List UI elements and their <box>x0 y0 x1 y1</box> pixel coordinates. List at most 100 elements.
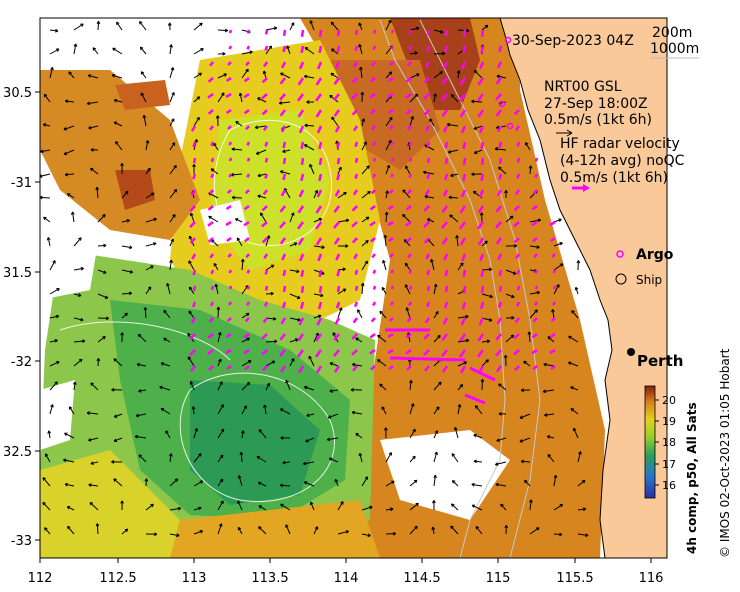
current-vector <box>473 69 483 79</box>
current-vector-head <box>414 51 418 55</box>
radar-vector <box>390 173 395 178</box>
current-vector-head <box>189 381 194 385</box>
current-vector-head <box>582 507 587 512</box>
current-vector-head <box>152 242 157 246</box>
radar-vector <box>423 333 430 340</box>
current-vector <box>313 315 322 319</box>
radar-vector <box>372 301 377 307</box>
radar-vector <box>190 189 197 196</box>
radar-vector <box>352 365 358 372</box>
current-vector-head <box>437 334 441 339</box>
current-vector-head <box>451 480 456 484</box>
current-vector <box>145 167 151 175</box>
current-vector <box>481 340 490 343</box>
radar-vector <box>263 61 269 68</box>
current-vector <box>144 307 147 319</box>
current-vector <box>47 237 51 247</box>
ship-legend-icon <box>615 273 627 285</box>
radar-vector <box>390 141 395 146</box>
current-vector-head <box>355 432 359 437</box>
current-vector-head <box>80 266 84 271</box>
current-vector <box>406 307 411 319</box>
radar-vector <box>264 269 269 275</box>
current-vector <box>265 340 278 343</box>
radar-vector <box>405 220 412 227</box>
radar-vector <box>336 157 341 165</box>
current-vector-head <box>231 195 236 200</box>
colorbar-tick: 20 <box>662 394 676 407</box>
current-vector <box>193 428 198 439</box>
radar-vector <box>279 221 286 229</box>
radar-vector <box>516 285 521 291</box>
current-vector <box>361 240 369 247</box>
radar-vector <box>369 109 376 115</box>
radar-vector <box>516 141 521 147</box>
radar-vector <box>208 317 214 323</box>
current-vector <box>473 460 483 463</box>
current-vector-head <box>105 316 110 321</box>
radar-vector <box>462 157 467 166</box>
radar-vector <box>444 157 449 165</box>
radar-vector <box>189 205 196 212</box>
current-vector <box>135 435 147 439</box>
current-vector-head <box>271 360 276 364</box>
radar-vector <box>336 29 341 37</box>
ship-legend-label: Ship <box>636 273 662 287</box>
current-vector-head <box>218 523 223 527</box>
current-vector <box>169 118 175 127</box>
current-vector <box>337 219 349 223</box>
nrt-scale: 0.5m/s (1kt 6h) <box>544 112 652 128</box>
current-vector-head <box>488 318 493 322</box>
radar-vector <box>352 125 359 132</box>
current-vector-head <box>50 404 54 408</box>
argo-markers <box>498 36 514 130</box>
radar-vector <box>423 77 430 84</box>
radar-vector <box>390 45 395 50</box>
isobath-label-1000: 1000m <box>650 41 699 57</box>
current-vector-head <box>388 71 393 75</box>
current-vector-head <box>450 94 455 98</box>
current-vector-head <box>455 235 459 239</box>
radar-vector <box>227 125 232 130</box>
current-vector <box>169 44 172 55</box>
radar-vector <box>460 189 467 198</box>
radar-vector <box>390 157 395 162</box>
radar-vector <box>279 365 287 373</box>
current-vector-head <box>439 29 444 34</box>
current-vector <box>160 362 171 367</box>
current-vector-head <box>365 240 369 244</box>
radar-vector <box>495 365 503 373</box>
radar-vector <box>333 109 341 117</box>
radar-vector <box>497 253 503 261</box>
current-vector-head <box>473 69 478 74</box>
current-vector <box>64 483 75 487</box>
radar-vector <box>264 29 269 35</box>
current-vector <box>457 361 467 367</box>
current-vector <box>44 453 51 463</box>
radar-vector <box>300 269 305 278</box>
current-vector <box>49 260 56 271</box>
radar-vector <box>390 269 395 274</box>
current-vector-head <box>388 19 392 24</box>
current-vector-head <box>290 212 295 216</box>
current-vector <box>145 478 147 487</box>
current-vector-head <box>459 384 464 388</box>
radar-vector <box>477 77 485 86</box>
radar-vector <box>426 173 431 180</box>
current-vector-head <box>280 72 284 76</box>
current-vector <box>495 483 507 487</box>
current-vector <box>495 148 507 151</box>
current-vector <box>280 484 291 487</box>
current-vector <box>309 164 315 175</box>
current-vector-head <box>262 70 267 75</box>
credit-text: © IMOS 02-Oct-2023 01:05 Hobart <box>718 348 732 558</box>
current-vector-head <box>542 389 547 394</box>
radar-vector <box>351 109 358 116</box>
current-vector-head <box>144 478 149 482</box>
radar-vector <box>442 189 449 197</box>
current-vector-head <box>246 337 250 341</box>
current-vector <box>241 430 244 439</box>
current-vector <box>265 317 276 320</box>
radar-vector <box>351 205 358 212</box>
current-vector <box>337 191 347 199</box>
